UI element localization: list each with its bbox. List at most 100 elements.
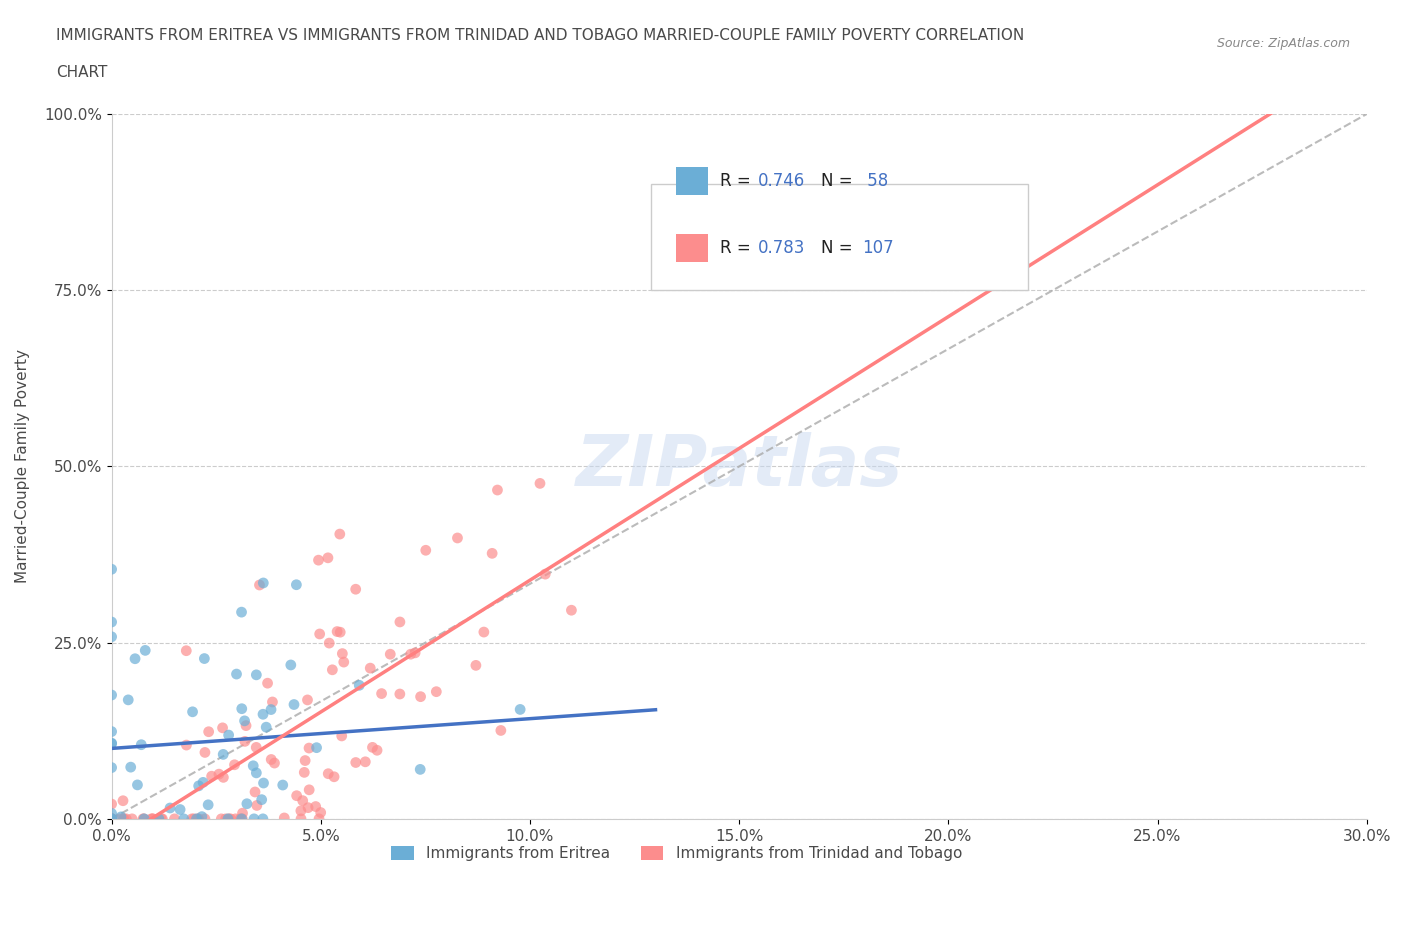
Point: [100, 811, 122, 826]
Point: [249, 578, 271, 592]
Point: [187, 811, 209, 826]
Point: [245, 740, 267, 755]
Point: [489, 723, 512, 737]
Point: [260, 752, 283, 767]
Point: [326, 624, 349, 639]
Point: [181, 704, 204, 719]
Point: [370, 686, 392, 701]
Point: [534, 566, 557, 581]
Point: [409, 689, 432, 704]
Point: [231, 701, 253, 716]
Point: [224, 757, 246, 772]
Point: [354, 754, 377, 769]
Point: [361, 740, 384, 755]
Point: [285, 789, 308, 804]
Point: [187, 778, 209, 793]
Point: [308, 552, 330, 567]
Point: [425, 684, 447, 699]
Point: [290, 811, 312, 826]
Point: [134, 811, 156, 826]
Bar: [676, 166, 707, 195]
Text: IMMIGRANTS FROM ERITREA VS IMMIGRANTS FROM TRINIDAD AND TOBAGO MARRIED-COUPLE FA: IMMIGRANTS FROM ERITREA VS IMMIGRANTS FR…: [56, 28, 1025, 43]
Text: R =: R =: [720, 172, 756, 190]
Point: [214, 811, 236, 826]
Point: [235, 718, 257, 733]
Point: [100, 806, 122, 821]
Point: [217, 811, 239, 826]
Point: [231, 811, 253, 826]
Point: [187, 811, 209, 826]
Point: [142, 811, 165, 826]
Point: [297, 800, 319, 815]
Point: [250, 792, 273, 807]
Point: [169, 802, 191, 817]
Point: [242, 758, 264, 773]
Point: [236, 796, 259, 811]
Point: [219, 811, 242, 826]
Point: [344, 755, 367, 770]
Point: [100, 811, 122, 826]
Point: [186, 811, 208, 826]
Point: [148, 811, 170, 826]
Point: [100, 811, 122, 826]
Point: [409, 762, 432, 777]
Text: Source: ZipAtlas.com: Source: ZipAtlas.com: [1216, 37, 1350, 50]
Text: ZIPatlas: ZIPatlas: [575, 432, 903, 501]
Point: [100, 737, 122, 751]
Point: [323, 769, 346, 784]
Point: [212, 770, 235, 785]
Point: [100, 736, 122, 751]
Text: 107: 107: [862, 239, 894, 257]
Point: [100, 811, 122, 826]
Point: [380, 646, 402, 661]
Point: [309, 805, 332, 820]
Point: [100, 724, 122, 739]
Point: [127, 777, 149, 792]
Point: [100, 811, 122, 826]
Point: [415, 543, 437, 558]
Point: [359, 660, 381, 675]
Point: [150, 811, 173, 826]
Point: [193, 651, 215, 666]
Point: [280, 658, 302, 672]
Point: [252, 811, 274, 826]
Point: [100, 811, 122, 826]
Point: [132, 811, 155, 826]
Text: R =: R =: [720, 239, 756, 257]
Point: [321, 662, 343, 677]
Point: [159, 801, 181, 816]
Legend: Immigrants from Eritrea, Immigrants from Trinidad and Tobago: Immigrants from Eritrea, Immigrants from…: [385, 841, 969, 868]
Bar: [676, 233, 707, 262]
Text: N =: N =: [821, 239, 858, 257]
Point: [108, 811, 131, 826]
Point: [209, 811, 232, 826]
Point: [245, 765, 267, 780]
Point: [117, 693, 139, 708]
Point: [211, 721, 233, 736]
Point: [201, 769, 224, 784]
Point: [233, 713, 256, 728]
Point: [252, 776, 274, 790]
Point: [225, 667, 247, 682]
Point: [349, 678, 371, 693]
Point: [194, 745, 217, 760]
Point: [100, 811, 122, 826]
Point: [100, 630, 122, 644]
Point: [297, 693, 319, 708]
Point: [316, 766, 339, 781]
Point: [100, 811, 122, 826]
Point: [388, 686, 411, 701]
Point: [256, 676, 278, 691]
Point: [254, 720, 277, 735]
Point: [260, 702, 283, 717]
Point: [224, 811, 246, 826]
Point: [291, 793, 314, 808]
Point: [399, 646, 422, 661]
Point: [100, 615, 122, 630]
Point: [173, 811, 195, 826]
Point: [197, 724, 219, 739]
Point: [273, 811, 295, 826]
Point: [112, 811, 135, 826]
Point: [271, 777, 294, 792]
Point: [318, 635, 340, 650]
